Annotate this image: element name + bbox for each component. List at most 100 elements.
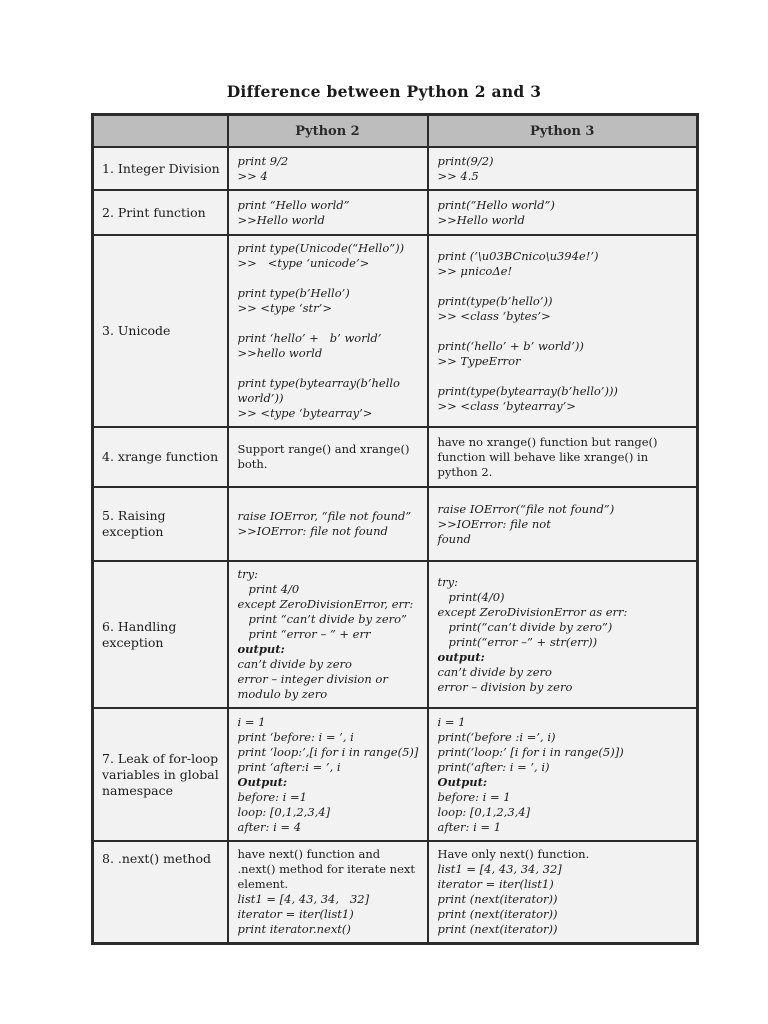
code-line: >>IOError: file not <box>437 516 551 531</box>
code-line: i = 1 <box>237 714 266 729</box>
code-line: print (next(iterator)) <box>437 892 558 906</box>
python3-cell: raise IOError(“file not found”) >>IOError… <box>426 486 699 562</box>
code-line: found <box>437 531 471 546</box>
header-row: Python 2 Python 3 <box>91 113 699 148</box>
code-line: print(type(bytearray(b’hello’))) <box>437 383 618 398</box>
code-line: print (next(iterator)) <box>437 922 558 936</box>
code-line: >>IOError: file not found <box>237 524 388 538</box>
page-title: Difference between Python 2 and 3 <box>226 82 542 101</box>
row-label-cell: 7. Leak of for-loop variables in global … <box>91 707 229 842</box>
code-line: print(‘hello’ + b’ world’)) <box>437 338 584 353</box>
code-line: print(‘loop:’ [i for i in range(5)]) <box>437 744 624 759</box>
code-line: except ZeroDivisionError, err: <box>237 597 414 611</box>
table-row: 2. Print function print “Hello world” >>He… <box>91 189 699 236</box>
code-line: >> <type ‘str’> <box>237 301 332 315</box>
row-label-cell: 1. Integer Division <box>91 146 229 191</box>
code-line: have no xrange() function but range() fu… <box>437 434 662 479</box>
header-blank-cell <box>91 113 229 148</box>
code-line: >>Hello world <box>237 212 325 227</box>
code-line: raise IOError, “file not found” <box>237 509 412 523</box>
table-row: 6. Handling exception try: print 4/0 excep… <box>91 560 699 709</box>
table-row: 8. .next() method have next() function an… <box>91 840 699 945</box>
table-row: 7. Leak of for-loop variables in global … <box>91 707 699 842</box>
code-line <box>238 316 421 331</box>
code-line: print ‘loop:’,[i for i in range(5)] <box>237 744 419 759</box>
code-line: >> TypeError <box>437 353 521 368</box>
code-line: have next() function and .next() method … <box>237 847 419 891</box>
code-line: modulo by zero <box>237 687 328 701</box>
code-line: >> 4.5 <box>437 168 479 183</box>
row-label-cell: 5. Raising exception <box>91 486 229 562</box>
python3-cell: have no xrange() function but range() fu… <box>426 426 699 488</box>
code-line: >>hello world <box>237 346 323 360</box>
code-line: Output: <box>237 774 288 789</box>
code-line: can’t divide by zero <box>437 664 552 679</box>
code-line: print(“can’t divide by zero”) <box>437 619 613 634</box>
python2-cell: print 9/2 >> 4 <box>226 146 429 191</box>
row-label-cell: 4. xrange function <box>91 426 229 488</box>
code-line <box>238 361 421 376</box>
code-line: print type(bytearray(b’hello world’)) <box>237 376 404 405</box>
code-line: print ‘after:i = ’, i <box>237 759 341 774</box>
code-line: can’t divide by zero <box>237 657 352 671</box>
code-line: try: <box>237 567 259 581</box>
code-line: error – division by zero <box>437 679 573 694</box>
python2-cell: Support range() and xrange() both. <box>226 426 429 488</box>
code-line: >> 4 <box>237 168 268 183</box>
python2-cell: raise IOError, “file not found” >>IOError… <box>226 486 429 562</box>
table-row: 1. Integer Division print 9/2 >> 4 print(9/… <box>91 146 699 191</box>
code-line: >> <type ‘unicode’> <box>237 256 370 270</box>
code-line: print(9/2) <box>437 153 494 168</box>
code-line: >> <class ‘bytearray’> <box>437 398 576 413</box>
python3-cell: print (‘\u03BCnico\u394e!’) >> μnicoΔe! p… <box>426 234 699 428</box>
code-line: >>Hello world <box>437 212 525 227</box>
code-line: print 4/0 <box>237 582 300 596</box>
python2-cell: print “Hello world” >>Hello world <box>226 189 429 236</box>
code-line: >> μnicoΔe! <box>437 263 513 278</box>
python3-cell: Have only next() function. list1 = [4, 43… <box>426 840 699 945</box>
code-line: output: <box>437 649 485 664</box>
code-line: Support range() and xrange() both. <box>237 442 414 471</box>
code-line: print ‘hello’ + b’ world’ <box>237 331 382 345</box>
python3-cell: i = 1 print(‘before :i =’, i) print(‘loop:… <box>426 707 699 842</box>
table-row: 4. xrange function Support range() and xr… <box>91 426 699 488</box>
code-line: print iterator.next() <box>237 922 351 936</box>
code-line: list1 = [4, 43, 34, 32] <box>237 892 370 906</box>
code-line: list1 = [4, 43, 34, 32] <box>437 862 562 876</box>
code-line <box>438 324 691 339</box>
code-line: error – integer division or <box>237 672 388 686</box>
code-line: i = 1 <box>437 714 466 729</box>
code-line: >> <class ‘bytes’> <box>437 308 551 323</box>
code-line <box>438 369 691 384</box>
code-line: print(‘after: i = ’, i) <box>437 759 550 774</box>
code-line: print “Hello world” <box>237 197 350 212</box>
python2-cell: try: print 4/0 except ZeroDivisionError, … <box>226 560 429 709</box>
code-line: print “can’t divide by zero” <box>237 612 407 626</box>
code-line: print 9/2 <box>237 153 289 168</box>
code-line: Output: <box>437 774 488 789</box>
code-line: iterator = iter(list1) <box>437 877 554 891</box>
row-label-cell: 8. .next() method <box>91 840 229 945</box>
code-line: after: i = 4 <box>237 819 302 834</box>
code-line: raise IOError(“file not found”) <box>437 501 615 516</box>
row-label-cell: 6. Handling exception <box>91 560 229 709</box>
code-line: before: i = 1 <box>437 789 511 804</box>
row-label-cell: 2. Print function <box>91 189 229 236</box>
table-row: 5. Raising exception raise IOError, “file… <box>91 486 699 562</box>
code-line: print(“error –” + str(err)) <box>437 634 598 649</box>
python3-cell: print(“Hello world”) >>Hello world <box>426 189 699 236</box>
code-line: print (next(iterator)) <box>437 907 558 921</box>
code-line: print(‘before :i =’, i) <box>437 729 556 744</box>
code-line: print(4/0) <box>437 589 505 604</box>
code-line: print type(Unicode(“Hello”)) <box>237 241 405 255</box>
code-line: print “error – ” + err <box>237 627 371 641</box>
header-python3-cell: Python 3 <box>426 113 699 148</box>
table-body: 1. Integer Division print 9/2 >> 4 print(9/… <box>91 146 699 945</box>
python2-cell: print type(Unicode(“Hello”)) >> <type ‘un… <box>226 234 429 428</box>
header-python2-cell: Python 2 <box>226 113 429 148</box>
code-line: output: <box>237 642 285 656</box>
code-line: print ‘before: i = ’, i <box>237 729 354 744</box>
table-row: 3. Unicode print type(Unicode(“Hello”)) >>… <box>91 234 699 428</box>
code-line: try: <box>437 574 459 589</box>
